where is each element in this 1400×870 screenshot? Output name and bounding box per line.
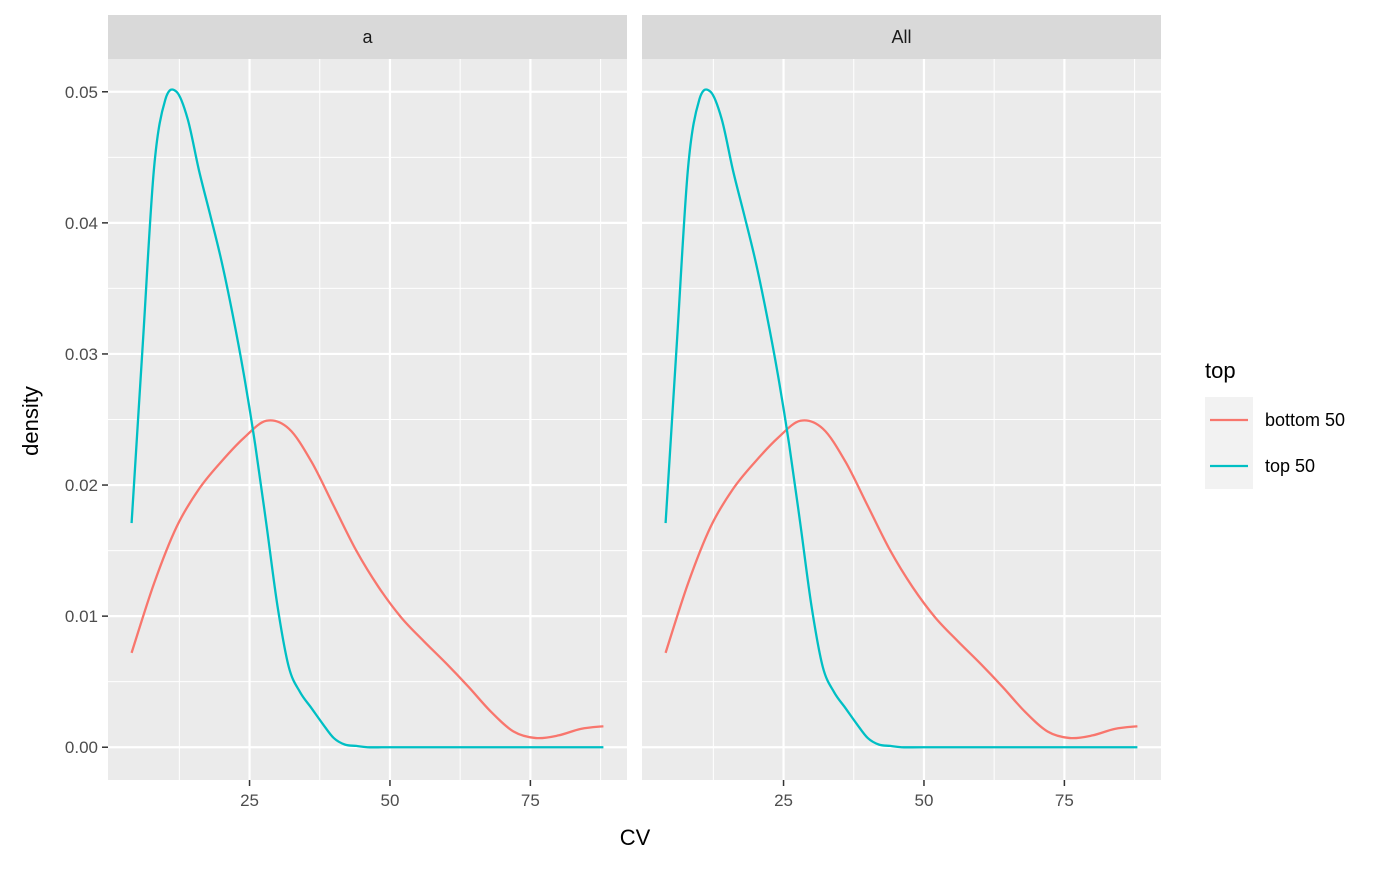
y-tick-label: 0.05 xyxy=(65,83,98,102)
legend-title: top xyxy=(1205,358,1236,383)
y-tick-label: 0.02 xyxy=(65,476,98,495)
series-line-top-50 xyxy=(130,88,604,749)
legend-label: top 50 xyxy=(1265,456,1315,476)
x-axis-title: CV xyxy=(620,825,651,850)
y-axis-title: density xyxy=(18,386,43,456)
x-tick-label: 50 xyxy=(381,791,400,810)
facet-strip xyxy=(108,15,627,59)
legend: top bottom 50 top 50 xyxy=(1205,358,1345,489)
x-tick-label: 25 xyxy=(240,791,259,810)
series-line-bottom-50 xyxy=(130,419,604,740)
legend-label: bottom 50 xyxy=(1265,410,1345,430)
facet-strip xyxy=(642,15,1161,59)
x-tick-label: 75 xyxy=(521,791,540,810)
legend-entry-top-50: top 50 xyxy=(1205,443,1315,489)
x-tick-label: 75 xyxy=(1055,791,1074,810)
y-tick-label: 0.01 xyxy=(65,607,98,626)
series-line-top-50 xyxy=(664,88,1138,749)
facet-panels: a 25 50 75 0.00 0.01 0.02 0.03 0.04 0.05 All 25 50 75 xyxy=(65,15,1161,810)
legend-entries: bottom 50 top 50 xyxy=(1205,397,1345,489)
y-tick-label: 0.03 xyxy=(65,345,98,364)
y-tick-label: 0.00 xyxy=(65,738,98,757)
y-tick-label: 0.04 xyxy=(65,214,98,233)
x-tick-label: 50 xyxy=(915,791,934,810)
series-line-bottom-50 xyxy=(664,419,1138,740)
facet-strip-label: All xyxy=(891,27,911,47)
facet-strip-label: a xyxy=(362,27,373,47)
legend-entry-bottom-50: bottom 50 xyxy=(1205,397,1345,443)
panel-2: All 25 50 75 xyxy=(642,15,1161,810)
panel-1: a 25 50 75 0.00 0.01 0.02 0.03 0.04 0.05 xyxy=(65,15,627,810)
x-tick-label: 25 xyxy=(774,791,793,810)
